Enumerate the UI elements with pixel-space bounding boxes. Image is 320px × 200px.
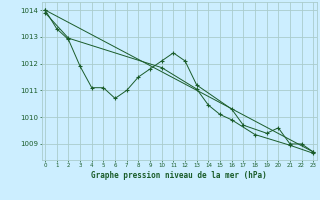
X-axis label: Graphe pression niveau de la mer (hPa): Graphe pression niveau de la mer (hPa) (91, 171, 267, 180)
